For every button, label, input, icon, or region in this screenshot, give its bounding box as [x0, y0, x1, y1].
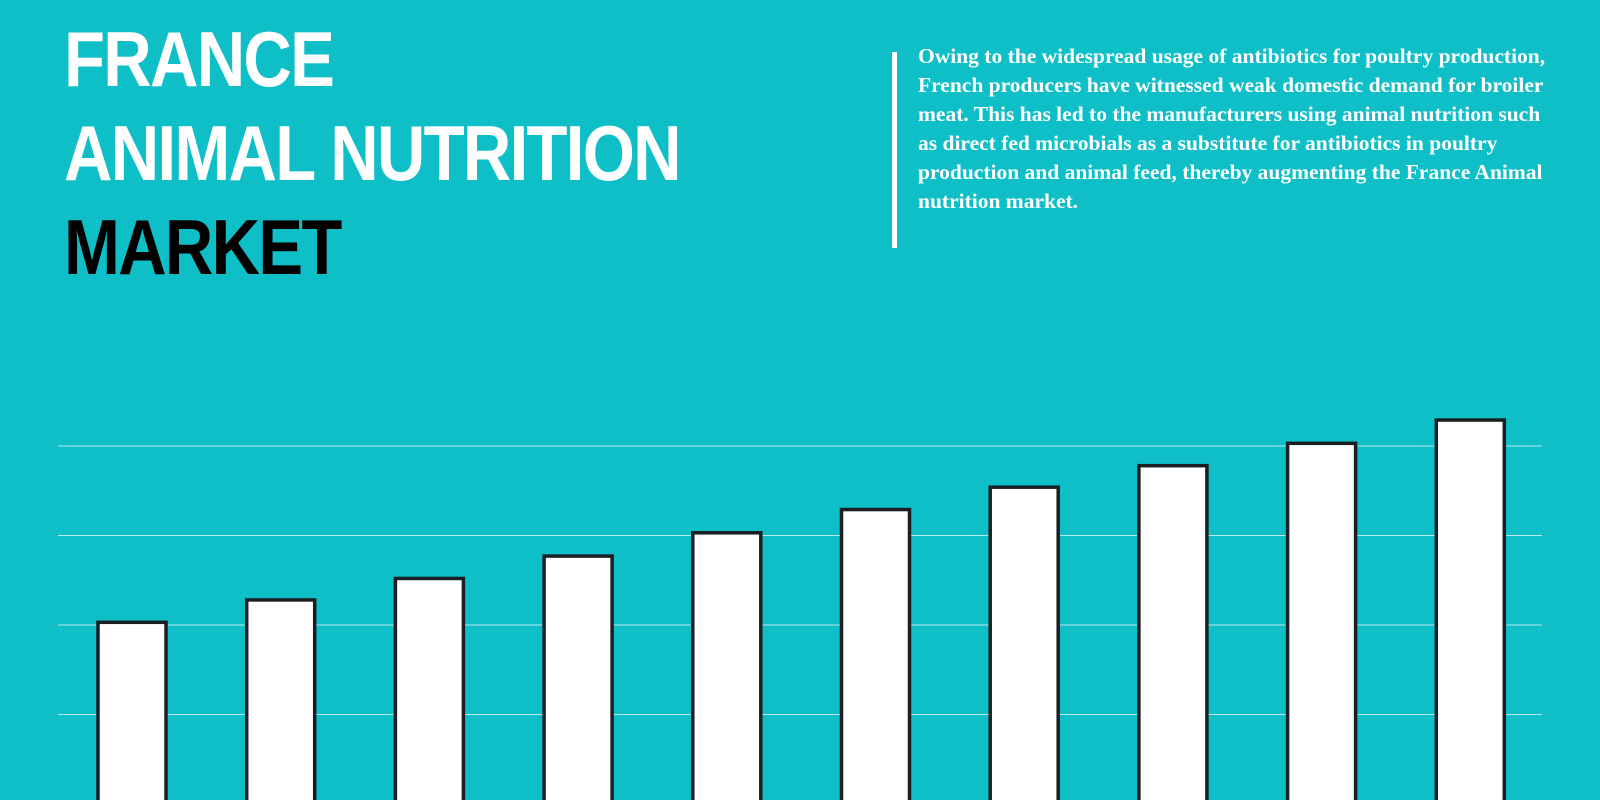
market-description: Owing to the widespread usage of antibio…: [918, 44, 1546, 213]
title-line-market: MARKET: [64, 203, 342, 291]
title-line-topic: ANIMAL NUTRITION: [64, 109, 682, 197]
bar-7: [988, 485, 1060, 800]
title-block: FRANCE ANIMAL NUTRITION MARKET: [64, 12, 780, 294]
bar-10: [1434, 418, 1507, 800]
bar-4: [542, 554, 614, 800]
bar-2: [244, 598, 317, 800]
title-line-country: FRANCE: [64, 15, 335, 103]
bar-6: [839, 507, 912, 800]
bar-1: [96, 620, 168, 800]
bar-3: [393, 576, 466, 800]
quote-accent-bar: [892, 52, 897, 248]
bar-8: [1137, 463, 1209, 800]
bar-5: [691, 531, 763, 800]
bar-9: [1285, 441, 1358, 800]
